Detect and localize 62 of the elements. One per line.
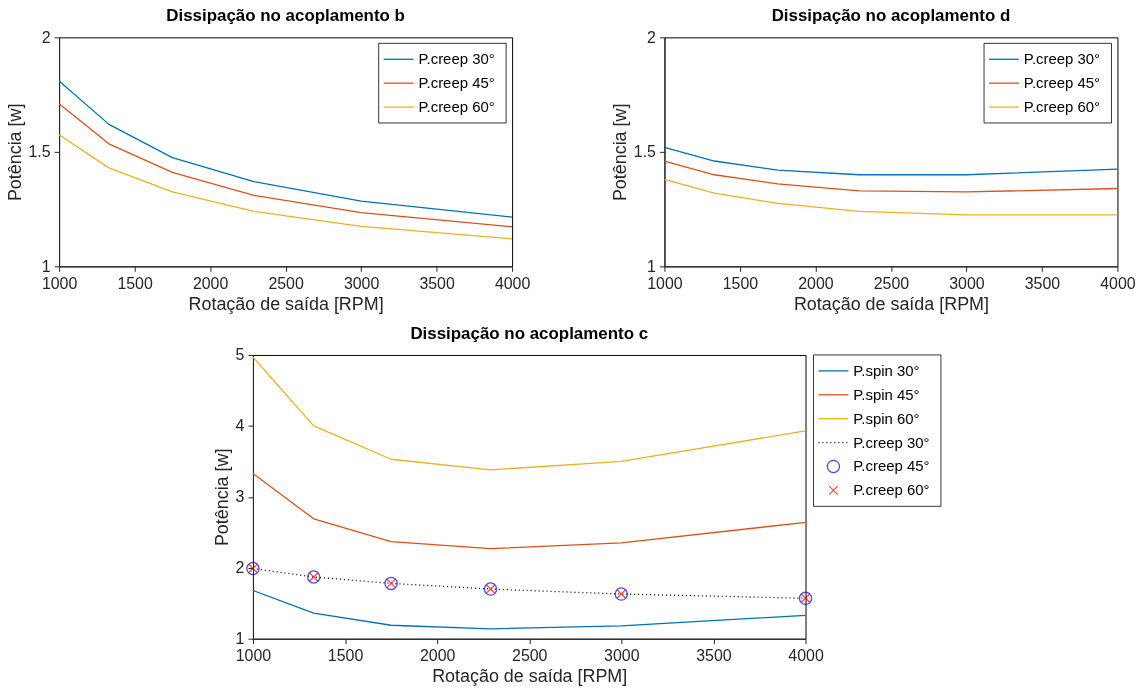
x-tick-label: 3000 xyxy=(949,274,985,292)
legend-label: P.creep 30° xyxy=(1023,50,1101,68)
x-tick-label: 3000 xyxy=(343,274,380,292)
y-axis-title: Potência [w] xyxy=(211,448,232,547)
x-tick-label: 1500 xyxy=(722,274,759,292)
x-tick-label: 4000 xyxy=(494,274,531,292)
x-tick-label: 2500 xyxy=(512,647,548,665)
x-tick-label: 1000 xyxy=(647,274,683,292)
legend-label: P.creep 60° xyxy=(1023,98,1101,116)
chart-title: Dissipação no acoplamento b xyxy=(166,6,405,26)
chart-title: Dissipação no acoplamento d xyxy=(771,6,1011,26)
line-series xyxy=(252,472,806,550)
legend-label: P.spin 45° xyxy=(853,385,920,403)
x-tick-label: 4000 xyxy=(1100,274,1136,292)
y-tick-label: 1.5 xyxy=(28,143,51,161)
x-tick-label: 2500 xyxy=(873,274,910,292)
legend-label: P.creep 30° xyxy=(418,50,495,68)
y-tick-label: 4 xyxy=(235,417,245,435)
x-tick-label: 3500 xyxy=(696,647,732,665)
x-tick-label: 1000 xyxy=(41,274,78,292)
y-tick-label: 2 xyxy=(647,28,657,46)
line-series xyxy=(252,589,806,630)
y-tick-label: 1 xyxy=(647,257,657,275)
legend-label: P.creep 45° xyxy=(418,74,495,92)
legend-label: P.creep 60° xyxy=(418,98,495,116)
y-axis-title: Potência [w] xyxy=(4,103,25,202)
y-tick-label: 2 xyxy=(41,28,51,46)
legend-label: P.creep 45° xyxy=(1023,74,1101,92)
x-tick-label: 1500 xyxy=(117,274,153,292)
x-axis-title: Rotação de saída [RPM] xyxy=(793,293,989,314)
legend-label: P.spin 30° xyxy=(853,361,920,379)
x-axis-title: Rotação de saída [RPM] xyxy=(432,666,628,687)
chart-title: Dissipação no acoplamento c xyxy=(410,324,649,344)
y-tick-label: 2 xyxy=(235,559,245,577)
line-series xyxy=(664,178,1118,216)
x-tick-label: 2000 xyxy=(798,274,834,292)
x-tick-label: 1000 xyxy=(235,647,272,665)
x-tick-label: 2500 xyxy=(268,274,304,292)
line-series xyxy=(252,356,806,471)
x-tick-label: 2000 xyxy=(419,647,456,665)
y-tick-label: 5 xyxy=(235,346,245,364)
x-tick-label: 4000 xyxy=(788,647,824,665)
legend-label: P.creep 45° xyxy=(853,457,930,475)
x-axis-title: Rotação de saída [RPM] xyxy=(188,293,384,314)
y-axis-title: Potência [w] xyxy=(609,103,630,202)
y-tick-label: 3 xyxy=(235,488,245,506)
x-tick-label: 3500 xyxy=(419,274,455,292)
line-series xyxy=(59,103,513,228)
legend-label: P.creep 60° xyxy=(853,481,930,499)
line-series xyxy=(59,134,513,240)
legend-label: P.creep 30° xyxy=(853,433,930,451)
line-series xyxy=(664,146,1118,176)
y-tick-label: 1 xyxy=(235,630,245,648)
x-tick-label: 2000 xyxy=(192,274,229,292)
x-tick-label: 1500 xyxy=(327,647,364,665)
line-series xyxy=(664,160,1118,193)
legend-label: P.spin 60° xyxy=(853,409,920,427)
x-tick-label: 3500 xyxy=(1024,274,1061,292)
y-tick-label: 1 xyxy=(41,257,51,275)
x-tick-label: 3000 xyxy=(604,647,640,665)
y-tick-label: 1.5 xyxy=(633,143,657,161)
line-series xyxy=(59,80,513,218)
